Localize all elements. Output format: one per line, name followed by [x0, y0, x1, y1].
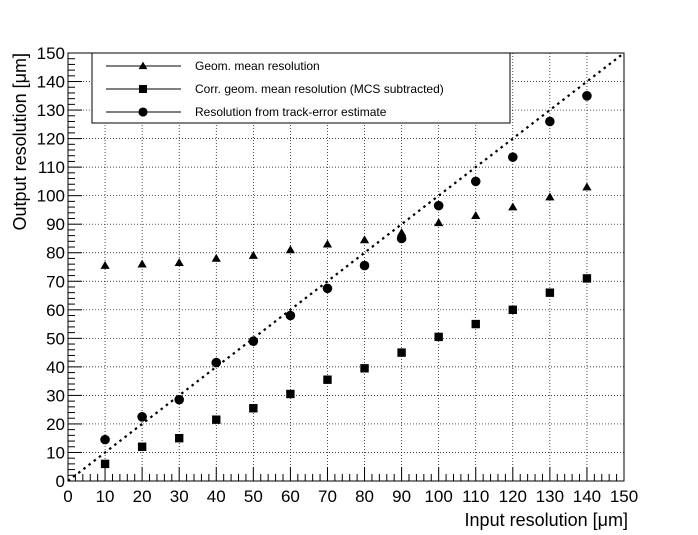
y-tick-label: 70 [46, 272, 65, 291]
square-data-point [249, 404, 258, 413]
y-tick-label: 120 [37, 130, 65, 149]
x-tick-label: 150 [610, 487, 638, 506]
square-data-point [100, 459, 110, 469]
series-circle-markers [100, 91, 592, 445]
legend-square-marker [139, 85, 147, 93]
triangle-data-point [359, 235, 370, 244]
circle-data-point [248, 336, 259, 346]
triangle-data-point [545, 192, 555, 201]
x-tick-label: 60 [281, 487, 300, 506]
triangle-data-point [471, 211, 481, 219]
circle-data-point [433, 200, 444, 211]
axis-ticks [67, 52, 625, 482]
triangle-data-point [508, 202, 518, 211]
triangle-data-point [100, 260, 110, 269]
circle-data-point [137, 412, 147, 422]
circle-data-point [582, 91, 592, 101]
triangle-data-point [248, 250, 258, 259]
data-markers [100, 91, 592, 469]
circle-data-point [545, 116, 555, 127]
y-tick-label: 60 [46, 301, 65, 320]
square-data-point [545, 288, 555, 297]
triangle-data-point [137, 259, 147, 268]
circle-data-point [470, 176, 481, 187]
x-tick-label: 140 [573, 487, 601, 506]
circle-data-point [322, 283, 333, 294]
circle-data-point [211, 357, 222, 368]
circle-data-point [100, 434, 110, 445]
x-tick-label: 70 [318, 487, 337, 506]
x-tick-label: 90 [392, 487, 411, 506]
y-tick-label: 100 [37, 187, 65, 206]
square-data-point [471, 319, 480, 329]
legend-entry-track-error: Resolution from track-error estimate [106, 105, 387, 119]
x-tick-label: 40 [207, 487, 226, 506]
y-tick-label: 110 [38, 158, 65, 177]
x-tick-label: 30 [170, 487, 189, 506]
x-tick-label: 120 [499, 487, 527, 506]
y-tick-label: 90 [46, 215, 65, 234]
y-tick-labels: 0 10 20 30 40 50 60 70 80 90 100 110 120 130 140 150 [37, 44, 65, 491]
legend: Geom. mean resolution Corr. geom. mean r… [91, 52, 511, 124]
y-tick-label: 0 [56, 472, 65, 491]
legend-box [91, 52, 511, 124]
legend-label: Corr. geom. mean resolution (MCS subtrac… [195, 82, 444, 96]
square-data-point [360, 364, 369, 373]
square-data-point [175, 434, 184, 443]
x-tick-label: 100 [424, 487, 452, 506]
circle-data-point [285, 310, 296, 321]
legend-label: Resolution from track-error estimate [195, 105, 387, 119]
series-square-markers [100, 274, 592, 469]
y-tick-label: 80 [46, 244, 65, 263]
square-data-point [434, 332, 443, 342]
triangle-data-point [582, 182, 592, 191]
triangle-data-point [434, 218, 444, 227]
legend-circle-shape [138, 107, 148, 117]
circle-data-point [396, 233, 407, 244]
square-data-point [508, 305, 517, 314]
y-tick-label: 40 [46, 358, 65, 377]
y-tick-label: 10 [46, 443, 65, 462]
legend-triangle-marker [138, 61, 148, 70]
x-tick-label: 20 [133, 487, 152, 506]
legend-circle-marker [138, 107, 148, 117]
legend-entry-geom-mean: Geom. mean resolution [106, 59, 320, 73]
y-axis-title: Output resolution [μm] [10, 53, 30, 230]
triangle-data-point [397, 228, 407, 237]
y-tick-label: 30 [46, 386, 65, 405]
triangle-data-point [285, 245, 295, 254]
legend-label: Geom. mean resolution [195, 59, 320, 73]
triangle-data-point [174, 258, 184, 267]
square-data-point [212, 415, 221, 424]
legend-entry-corr-geom-mean: Corr. geom. mean resolution (MCS subtrac… [106, 82, 444, 96]
x-axis-title: Input resolution [μm] [465, 510, 628, 530]
y-tick-label: 140 [37, 73, 65, 92]
y-tick-label: 20 [46, 415, 65, 434]
x-tick-label: 0 [63, 487, 72, 506]
square-data-point [582, 274, 592, 283]
x-tick-label: 110 [462, 487, 489, 506]
legend-triangle-shape [138, 61, 148, 70]
x-tick-label: 10 [96, 487, 115, 506]
triangle-data-point [322, 239, 333, 248]
legend-square-shape [139, 85, 147, 93]
triangle-data-point [211, 253, 221, 262]
square-data-point [286, 389, 295, 399]
x-tick-labels: 0 10 20 30 40 50 60 70 80 90 100 110 120 130 140 150 [63, 487, 638, 506]
square-data-point [323, 375, 332, 384]
y-tick-label: 150 [37, 44, 65, 63]
y-tick-label: 130 [37, 101, 65, 120]
x-tick-label: 130 [536, 487, 564, 506]
square-data-point [397, 348, 406, 357]
x-tick-label: 50 [244, 487, 263, 506]
x-tick-label: 80 [355, 487, 374, 506]
square-data-point [137, 442, 147, 451]
circle-data-point [359, 260, 370, 271]
circle-data-point [174, 394, 184, 405]
series-triangle-markers [100, 182, 592, 269]
circle-data-point [508, 152, 518, 162]
y-tick-label: 50 [46, 329, 65, 348]
